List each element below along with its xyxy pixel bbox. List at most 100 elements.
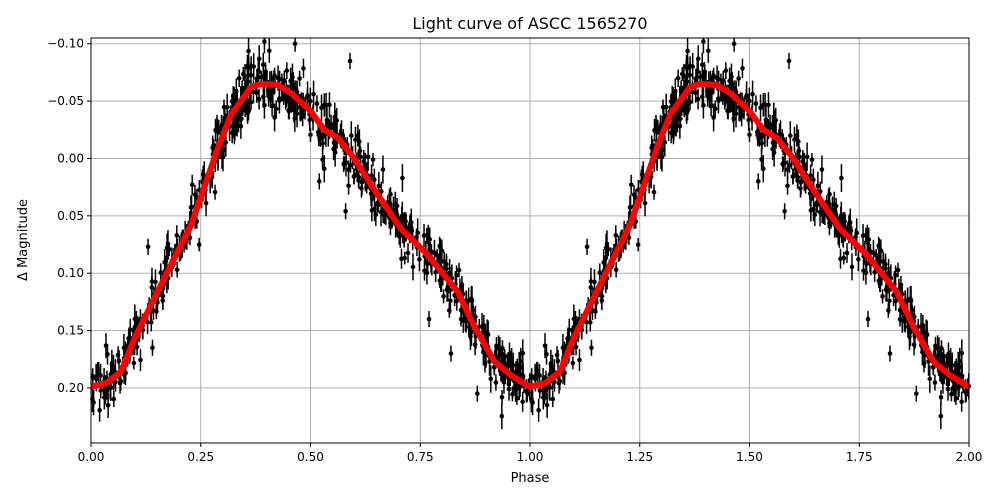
data-point [673, 89, 678, 94]
data-point [111, 396, 117, 402]
data-point [893, 298, 899, 304]
data-point [432, 250, 437, 256]
data-point [686, 98, 691, 104]
data-point [897, 307, 903, 313]
data-point [932, 380, 938, 385]
data-point [346, 183, 351, 189]
y-axis-label: Δ Magnitude [16, 199, 31, 281]
data-point [597, 270, 603, 275]
data-point [454, 272, 459, 278]
data-point [408, 220, 414, 225]
data-point [321, 166, 327, 172]
data-point [105, 351, 110, 357]
data-point [353, 137, 358, 142]
data-point [730, 107, 736, 113]
data-point [872, 269, 877, 275]
data-point [957, 359, 963, 364]
data-point [711, 73, 716, 79]
data-point [239, 86, 245, 92]
data-point [861, 268, 866, 273]
data-point [651, 189, 657, 195]
data-point [499, 413, 505, 419]
data-point [251, 64, 256, 69]
data-point [785, 183, 790, 189]
data-point [216, 124, 222, 130]
data-point [603, 255, 609, 261]
data-point [690, 64, 695, 69]
x-axis: 0.00 0.25 0.50 0.75 1.00 1.25 1.50 1.75 2.00 [78, 443, 982, 464]
data-point [956, 365, 962, 370]
data-point [149, 285, 155, 290]
data-point [422, 268, 427, 273]
data-point [334, 118, 340, 123]
data-point [98, 388, 104, 393]
data-point [308, 132, 313, 138]
data-point [908, 329, 913, 335]
data-point [446, 308, 452, 313]
data-point [513, 382, 519, 388]
data-point [853, 234, 858, 240]
data-point [550, 396, 556, 402]
data-point [327, 102, 332, 108]
data-point [394, 203, 400, 209]
data-point [414, 234, 419, 240]
data-point [762, 102, 768, 108]
data-point [224, 104, 230, 110]
data-point [639, 172, 645, 177]
x-axis-label: Phase [511, 471, 550, 486]
data-point [814, 200, 819, 206]
data-point [426, 236, 431, 242]
data-point [90, 373, 96, 379]
data-point [358, 154, 363, 160]
data-point [500, 346, 505, 351]
data-point [94, 376, 99, 382]
data-point [847, 220, 853, 225]
data-point [839, 175, 844, 181]
data-point [736, 76, 741, 81]
data-point [684, 105, 689, 110]
data-point [782, 208, 787, 214]
data-point [921, 361, 927, 366]
data-point [311, 91, 316, 97]
data-point [731, 41, 737, 47]
data-point [484, 330, 490, 335]
data-point [292, 41, 298, 47]
data-point [794, 133, 800, 138]
data-point [232, 119, 237, 125]
data-point [426, 316, 432, 322]
data-point [555, 358, 561, 364]
data-point [332, 114, 338, 120]
data-point [520, 399, 525, 405]
data-point [927, 376, 933, 382]
data-point [150, 345, 155, 351]
data-point [517, 365, 523, 370]
data-point [628, 182, 634, 188]
data-point [348, 133, 354, 138]
data-point [758, 105, 763, 111]
data-point [400, 213, 405, 218]
data-point [584, 244, 590, 250]
data-point [533, 376, 538, 382]
x-tick-label: 1.75 [846, 450, 873, 464]
data-point [705, 48, 711, 54]
data-point [448, 298, 453, 304]
data-point [844, 250, 850, 256]
data-point [496, 353, 502, 359]
data-point [237, 111, 243, 117]
data-point [116, 358, 122, 364]
data-point [699, 62, 705, 68]
data-point [544, 402, 550, 408]
data-point [923, 330, 929, 335]
data-point [351, 174, 357, 179]
data-point [482, 361, 488, 366]
data-point [219, 153, 225, 159]
data-point [786, 58, 792, 64]
y-tick-label: 0.05 [57, 209, 84, 223]
data-point [963, 390, 969, 396]
data-point [635, 242, 641, 247]
data-point [174, 233, 180, 238]
data-point [914, 391, 919, 396]
data-point [773, 118, 779, 123]
data-point [880, 294, 885, 299]
